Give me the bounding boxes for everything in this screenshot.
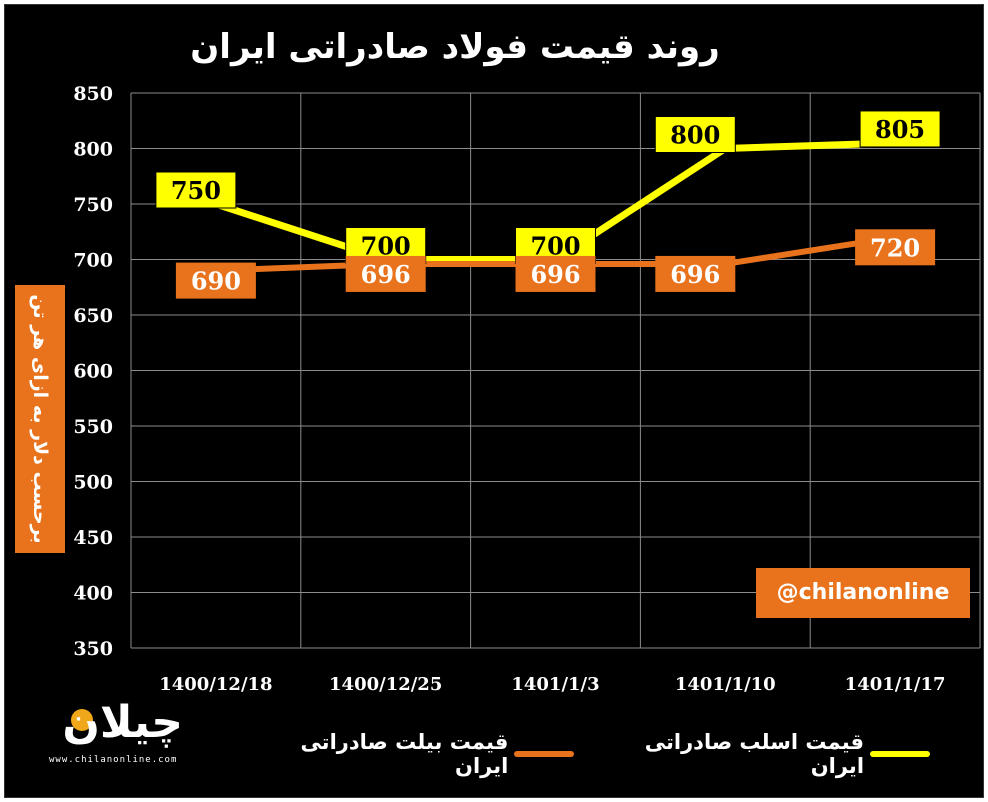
legend-swatch-slab	[870, 751, 930, 757]
y-tick-label: 450	[73, 527, 113, 549]
data-label-box	[855, 229, 936, 266]
data-label: 700	[530, 232, 580, 261]
data-label-box	[155, 171, 237, 209]
chart-title: روند قیمت فولاد صادراتی ایران	[190, 27, 720, 67]
line-chart: 350 400 450 500 550 600 650 700 750 800 850 1400/12…	[73, 83, 981, 695]
y-tick-label: 500	[73, 472, 113, 494]
logo-dot	[71, 709, 93, 731]
y-tick-label: 550	[73, 416, 113, 438]
y-tick-label: 750	[73, 194, 113, 216]
data-label: 696	[361, 260, 411, 289]
data-label: 750	[171, 176, 221, 205]
y-tick-label: 700	[73, 250, 113, 272]
data-label: 800	[670, 121, 720, 150]
data-label-box	[515, 255, 596, 292]
y-tick-label: 650	[73, 305, 113, 327]
x-tick-label: 1401/1/10	[675, 674, 776, 695]
data-label: 720	[870, 233, 920, 262]
logo-mark: چیلان	[62, 697, 183, 748]
legend-label-billet: قیمت بیلت صادراتی ایران	[300, 730, 509, 778]
data-label: 696	[670, 260, 720, 289]
data-labels: 750 700 700 800 805 690 696 696 696 720	[155, 110, 941, 299]
logo-url: www.chilanonline.com	[49, 755, 178, 765]
y-axis-label-background	[15, 285, 65, 553]
chilan-logo: چیلان www.chilanonline.com	[23, 695, 183, 775]
y-axis-label: برحسب دلار به ازای هر تن	[29, 294, 51, 544]
legend: قیمت اسلب صادراتی ایران قیمت بیلت صادرات…	[230, 730, 930, 778]
x-tick-label: 1401/1/3	[511, 674, 599, 695]
legend-swatch-billet	[514, 751, 575, 757]
data-label-box	[345, 255, 426, 292]
data-label-box	[655, 255, 736, 292]
axes: 350 400 450 500 550 600 650 700 750 800 850 1400/12…	[73, 83, 945, 695]
data-label: 700	[361, 232, 411, 261]
x-tick-label: 1400/12/25	[329, 674, 442, 695]
x-tick-label: 1400/12/18	[159, 674, 272, 695]
data-label-box	[175, 262, 256, 299]
y-tick-label: 850	[73, 83, 113, 105]
data-label-box	[859, 110, 941, 148]
y-tick-label: 350	[73, 638, 113, 660]
legend-item-slab: قیمت اسلب صادراتی ایران	[584, 730, 930, 778]
legend-item-billet: قیمت بیلت صادراتی ایران	[240, 730, 575, 778]
data-label: 696	[530, 260, 580, 289]
y-tick-label: 600	[73, 361, 113, 383]
data-label-box	[654, 116, 736, 153]
watermark: @chilanonline	[756, 568, 970, 618]
grid	[130, 92, 981, 649]
y-tick-label: 400	[73, 583, 113, 605]
data-label: 690	[191, 267, 241, 296]
legend-label-slab: قیمت اسلب صادراتی ایران	[644, 730, 865, 778]
y-tick-label: 800	[73, 139, 113, 161]
x-tick-label: 1401/1/17	[845, 674, 946, 695]
data-label: 805	[875, 115, 925, 144]
chart-frame: 350 400 450 500 550 600 650 700 750 800 850 1400/12…	[4, 4, 984, 798]
